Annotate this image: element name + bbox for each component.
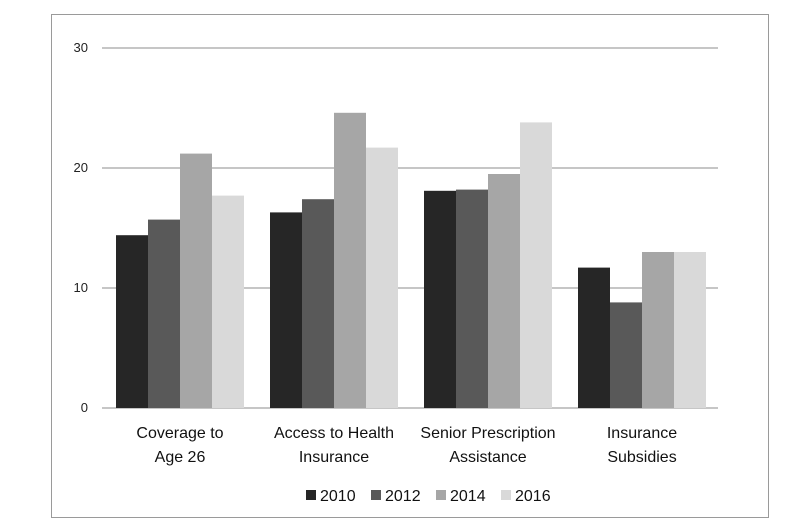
y-axis-ticks: 0 10 20 30 — [74, 40, 88, 415]
category-label: Senior Prescription — [420, 425, 555, 442]
bar-2012-1 — [302, 199, 334, 408]
legend-label-2010: 2010 — [320, 488, 356, 505]
bar-2010-1 — [270, 212, 302, 408]
category-label: Coverage to — [136, 425, 223, 442]
legend-swatch-2012 — [371, 490, 381, 500]
bar-2014-2 — [488, 174, 520, 408]
y-tick-label: 0 — [81, 400, 88, 415]
category-label: Insurance — [299, 449, 369, 466]
category-label: Subsidies — [607, 449, 676, 466]
y-tick-label: 20 — [74, 160, 88, 175]
legend-swatch-2010 — [306, 490, 316, 500]
legend-swatch-2016 — [501, 490, 511, 500]
bar-2010-3 — [578, 267, 610, 408]
bar-2010-2 — [424, 190, 456, 408]
legend-label-2014: 2014 — [450, 488, 486, 505]
x-axis-labels: Coverage to Age 26 Access to Health Insuran… — [136, 425, 677, 466]
category-label: Age 26 — [155, 449, 206, 466]
bar-2012-2 — [456, 189, 488, 408]
bar-2012-0 — [148, 219, 180, 408]
legend-swatch-2014 — [436, 490, 446, 500]
y-tick-label: 30 — [74, 40, 88, 55]
bar-2016-3 — [674, 252, 706, 408]
bar-2010-0 — [116, 235, 148, 408]
y-tick-label: 10 — [74, 280, 88, 295]
bar-2014-3 — [642, 252, 674, 408]
category-label: Assistance — [449, 449, 526, 466]
bar-2016-0 — [212, 195, 244, 408]
bar-2016-2 — [520, 122, 552, 409]
category-label: Access to Health — [274, 425, 394, 442]
legend: 2010 2012 2014 2016 — [306, 488, 551, 505]
bar-2014-1 — [334, 112, 366, 409]
legend-label-2012: 2012 — [385, 488, 421, 505]
category-label: Insurance — [607, 425, 677, 442]
legend-label-2016: 2016 — [515, 488, 551, 505]
bars — [116, 112, 706, 409]
bar-2014-0 — [180, 153, 212, 408]
bar-2012-3 — [610, 302, 642, 408]
bar-2016-1 — [366, 147, 398, 408]
